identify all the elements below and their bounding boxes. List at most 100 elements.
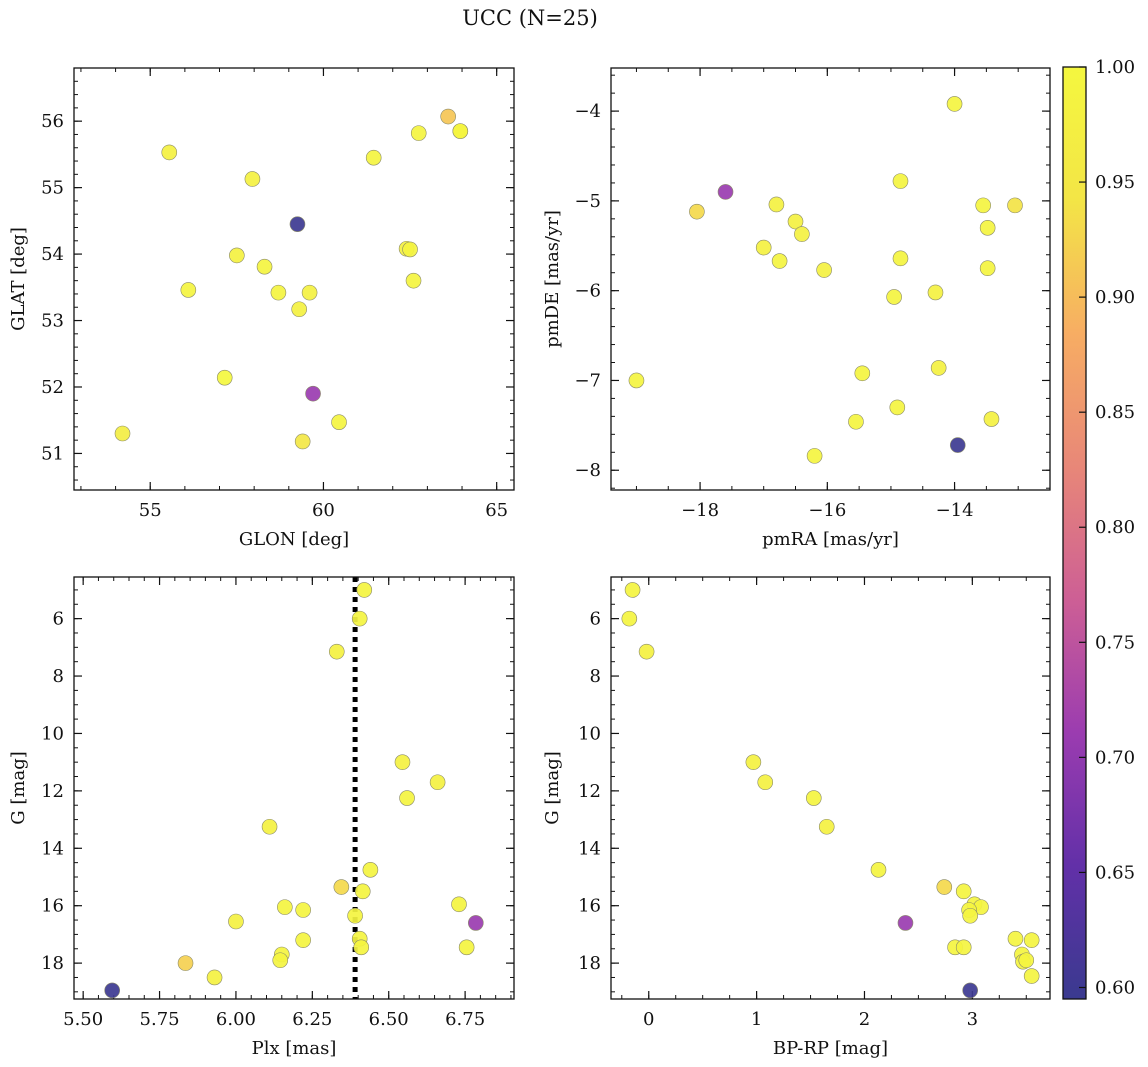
colorbar-bar: [1062, 66, 1087, 1000]
data-point: [1007, 930, 1024, 947]
panel-pmra-pmde: −18 −16 −14 −8 −7 −6 −5 −4 pmRA [mas/yr] pmDE [ma…: [542, 67, 1051, 550]
x-axis-label: GLON [deg]: [239, 529, 349, 550]
x-tick-label: 55: [139, 500, 162, 521]
y-tick-label: 12: [578, 781, 601, 802]
y-tick-label: 16: [578, 896, 601, 917]
x-tick-label: 60: [312, 500, 335, 521]
data-point: [305, 385, 321, 402]
data-point: [362, 862, 379, 878]
y-tick-label: 56: [41, 111, 64, 132]
y-tick-label: 16: [41, 896, 64, 917]
data-point: [429, 774, 446, 791]
data-point: [177, 955, 194, 971]
data-point: [291, 301, 307, 318]
data-points: [104, 582, 484, 999]
x-tick-label: −18: [681, 500, 719, 521]
colorbar-tick-label: 0.65: [1095, 862, 1135, 883]
data-point: [621, 610, 638, 627]
x-tick-label: −14: [936, 500, 974, 521]
colorbar-tick-label: 0.95: [1095, 172, 1135, 193]
x-tick-label: 2: [859, 1009, 870, 1030]
data-point: [351, 610, 368, 627]
data-point: [458, 939, 475, 956]
y-tick-label: 52: [41, 377, 64, 398]
data-point: [1023, 932, 1040, 948]
colorbar-tick-label: 0.80: [1095, 517, 1135, 538]
tick-marks: [74, 577, 514, 999]
data-point: [244, 171, 261, 187]
x-tick-label: 5.75: [140, 1009, 180, 1030]
tick-marks: [74, 67, 514, 490]
data-point: [331, 414, 347, 431]
y-tick-label: 8: [590, 666, 601, 687]
x-tick-label: 0: [643, 1009, 654, 1030]
tick-marks: [611, 68, 1051, 490]
colorbar-tick-label: 0.90: [1095, 287, 1135, 308]
data-point: [979, 260, 996, 277]
y-tick-label: −8: [574, 460, 601, 481]
data-point: [270, 284, 287, 301]
axes-frame: [73, 67, 515, 491]
axes-frame: [610, 576, 1051, 1000]
x-tick-label: 1: [751, 1009, 762, 1030]
data-point: [256, 258, 273, 275]
data-point: [892, 250, 909, 267]
y-tick-label: −4: [574, 101, 601, 122]
data-point: [949, 437, 966, 453]
data-point: [854, 365, 871, 382]
data-point: [354, 883, 371, 900]
data-point: [816, 262, 832, 278]
axes-frame: [73, 576, 515, 1000]
y-tick-label: 8: [53, 666, 64, 687]
x-tick-label: 6.75: [445, 1009, 485, 1030]
data-point: [794, 226, 810, 242]
x-axis-label: pmRA [mas/yr]: [762, 529, 899, 550]
y-tick-label: 18: [578, 953, 601, 974]
colorbar-tick-label: 0.75: [1095, 632, 1135, 653]
y-tick-label: 51: [41, 443, 64, 464]
x-tick-label: 6.50: [369, 1009, 409, 1030]
data-point: [394, 754, 411, 770]
data-point: [768, 196, 785, 213]
data-point: [806, 448, 823, 464]
data-point: [983, 411, 1000, 427]
data-point: [333, 879, 350, 895]
data-point: [440, 108, 456, 125]
data-point: [757, 774, 774, 791]
data-point: [745, 754, 762, 770]
y-tick-label: 54: [41, 244, 64, 265]
data-point: [771, 253, 788, 269]
y-tick-label: 14: [578, 838, 601, 859]
data-point: [930, 360, 947, 376]
data-point: [787, 213, 804, 230]
data-point: [889, 399, 906, 416]
data-point: [356, 582, 373, 598]
data-point: [955, 883, 972, 900]
colorbar-tick-label: 0.60: [1095, 977, 1135, 998]
data-point: [452, 123, 469, 139]
data-point: [468, 915, 484, 931]
data-point: [870, 862, 887, 878]
x-axis-label: BP-RP [mag]: [773, 1038, 888, 1059]
data-point: [104, 982, 120, 999]
y-tick-label: −5: [574, 191, 601, 212]
data-points: [628, 96, 1023, 464]
data-point: [365, 149, 382, 166]
y-tick-label: 10: [578, 723, 601, 744]
data-point: [229, 247, 245, 264]
data-point: [228, 913, 244, 930]
data-point: [405, 272, 422, 289]
data-point: [962, 982, 978, 999]
y-tick-label: −6: [574, 281, 601, 302]
y-axis-label: pmDE [mas/yr]: [542, 210, 563, 348]
colorbar-tick-label: 0.85: [1095, 402, 1135, 423]
data-point: [328, 643, 345, 660]
data-point: [301, 284, 318, 301]
data-point: [272, 952, 289, 969]
data-point: [927, 284, 944, 301]
data-point: [353, 939, 370, 956]
data-point: [962, 907, 978, 924]
data-point: [848, 413, 864, 430]
y-tick-label: 53: [41, 311, 64, 332]
data-point: [277, 899, 293, 915]
